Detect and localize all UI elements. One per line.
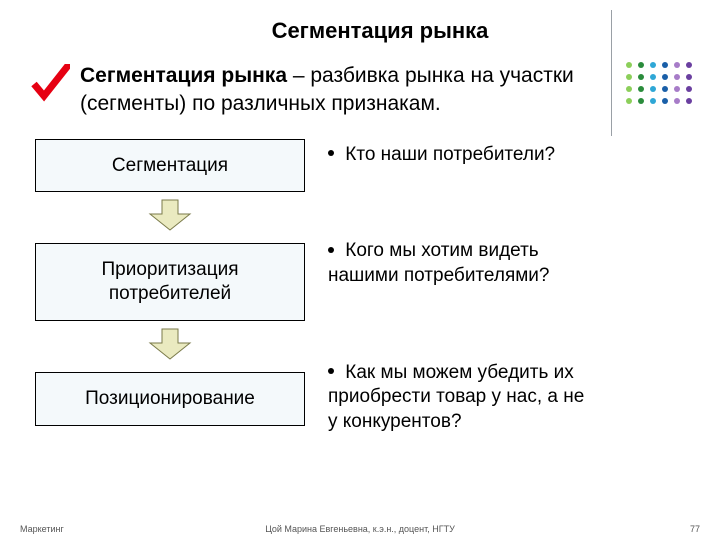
footer-center: Цой Марина Евгеньевна, к.э.н., доцент, Н… [265, 524, 455, 534]
footer: Маркетинг Цой Марина Евгеньевна, к.э.н.,… [0, 524, 720, 534]
question-2: Кого мы хотим видеть нашими потребителям… [328, 239, 690, 288]
question-3: Как мы можем убедить ихприобрести товар … [328, 361, 690, 435]
arrow-down-icon [148, 198, 192, 237]
decor-vertical-line [611, 10, 612, 136]
footer-right: 77 [690, 524, 700, 534]
definition-row: Сегментация рынка – разбивка рынка на уч… [30, 62, 690, 119]
flow-box-3: Позиционирование [35, 372, 305, 426]
question-1: Кто наши потребители? [328, 143, 690, 168]
footer-left: Маркетинг [20, 524, 64, 534]
flow-box-1: Сегментация [35, 139, 305, 193]
arrow-down-icon [148, 327, 192, 366]
checkmark-icon [30, 64, 70, 104]
flow-box-2: Приоритизация потребителей [35, 243, 305, 321]
flow-column: Сегментация Приоритизация потребителей П… [30, 139, 310, 439]
questions-column: Кто наши потребители? Кого мы хотим виде… [310, 139, 690, 439]
flow-area: Сегментация Приоритизация потребителей П… [30, 139, 690, 439]
definition-text: Сегментация рынка – разбивка рынка на уч… [80, 62, 690, 119]
page-title: Сегментация рынка [30, 18, 690, 44]
decor-dots [626, 62, 698, 115]
definition-bold: Сегментация рынка [80, 64, 287, 87]
